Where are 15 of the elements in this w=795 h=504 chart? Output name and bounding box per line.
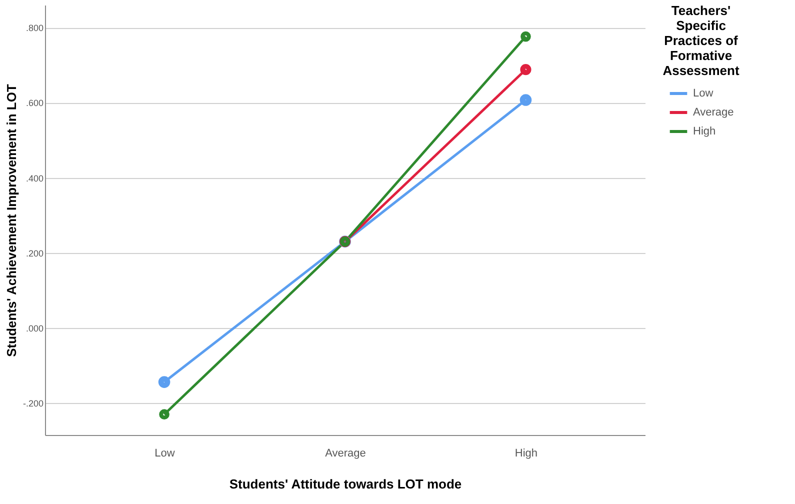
y-tick-label: .200 xyxy=(26,248,44,258)
y-tick-label: -.200 xyxy=(22,398,44,409)
y-tick-label: .000 xyxy=(26,323,44,334)
legend-label: Low xyxy=(693,88,714,100)
legend-label: High xyxy=(693,126,716,138)
y-tick-label: .400 xyxy=(26,173,44,184)
x-axis-title: Students' Attitude towards LOT mode xyxy=(229,476,462,492)
legend-label: Average xyxy=(693,106,734,118)
legend-title: Teachers' Specific Practices of Formative Assessment xyxy=(662,3,740,78)
x-tick-label: Average xyxy=(325,448,366,460)
y-tick-label: .600 xyxy=(26,98,44,108)
y-axis-title: Students' Achievement Improvement in LOT xyxy=(4,84,19,357)
y-tick-label: .800 xyxy=(26,23,44,34)
x-tick-label: Low xyxy=(154,448,175,460)
x-tick-label: High xyxy=(514,448,538,460)
